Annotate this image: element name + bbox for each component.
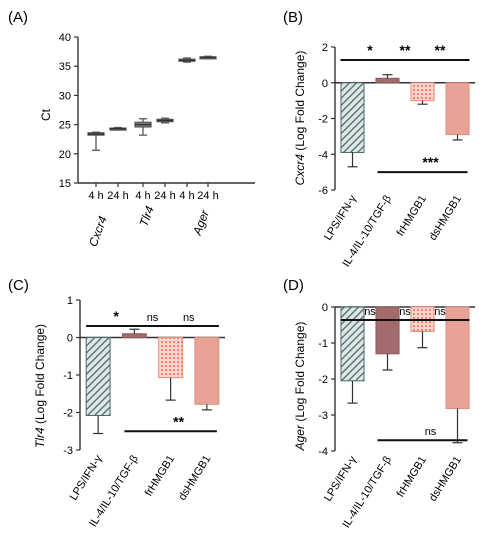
- panel-b: (B) Cxcr4 (Log Fold Change) -6 -4 -2 0 2 LPS/…: [283, 9, 475, 269]
- significance-label-bottom: **: [173, 413, 184, 429]
- panel-b-y-axis-label: Cxcr4 (Log Fold Change): [293, 51, 307, 186]
- panel-c-y-axis-label: Tlr4 (Log Fold Change): [33, 324, 47, 448]
- panel-a-y-axis-label: Ct: [39, 108, 53, 121]
- y-tick-label: 0: [322, 302, 328, 314]
- y-tick-label: -1: [63, 370, 73, 382]
- y-tick-label: 2: [322, 42, 328, 54]
- panel-a-y-ticks: 15 20 25 30 35 40: [59, 32, 78, 190]
- significance-label: ns: [364, 306, 376, 318]
- a-x-tick-label: 4 h: [179, 190, 194, 202]
- significance-label: ns: [434, 306, 446, 318]
- a-y-tick-label: 25: [59, 120, 71, 132]
- bar: [445, 82, 470, 136]
- x-tick-label: frHMGB1: [143, 453, 177, 498]
- x-tick-label: LPS/IFN-γ: [322, 193, 359, 243]
- significance-label-bottom: ns: [425, 426, 437, 438]
- a-x-tick-label: 4 h: [88, 190, 103, 202]
- panel-d-y-axis-label: Ager (Log Fold Change): [293, 322, 307, 452]
- group-label-ager: Ager: [190, 207, 213, 237]
- a-x-tick-label: 24 h: [154, 190, 175, 202]
- significance-label: ns: [147, 312, 159, 324]
- bar: [340, 82, 365, 153]
- bar: [158, 337, 184, 379]
- a-y-tick-label: 40: [59, 32, 71, 44]
- bar: [410, 82, 435, 102]
- significance-label: **: [435, 42, 446, 58]
- significance-label: *: [367, 42, 373, 58]
- bar: [445, 306, 470, 410]
- bar: [340, 306, 365, 382]
- significance-label-bottom: ***: [422, 154, 439, 170]
- x-tick-label: frHMGB1: [395, 193, 429, 238]
- y-tick-label: -1: [318, 338, 328, 350]
- group-label-tlr4: Tlr4: [137, 204, 157, 229]
- group-label-cxcr4: Cxcr4: [86, 214, 110, 249]
- panel-d: (D) Ager (Log Fold Change) -4 -3 -2 -1 0 LPS/…: [283, 277, 475, 530]
- a-x-tick-label: 24 h: [107, 190, 128, 202]
- a-y-tick-label: 35: [59, 61, 71, 73]
- significance-label: ns: [183, 312, 195, 324]
- panel-c: (C) Tlr4 (Log Fold Change) -3 -2 -1 0 1 LPS/I…: [8, 277, 225, 529]
- y-tick-label: -3: [63, 445, 73, 457]
- bar: [85, 337, 111, 416]
- a-x-tick-label: 4 h: [135, 190, 150, 202]
- significance-label: *: [114, 308, 120, 324]
- a-x-tick-label: 24 h: [197, 190, 218, 202]
- a-y-tick-label: 15: [59, 178, 71, 190]
- y-tick-label: -2: [318, 374, 328, 386]
- a-y-tick-label: 30: [59, 90, 71, 102]
- bar: [121, 333, 147, 338]
- x-tick-label: frHMGB1: [395, 454, 429, 499]
- bar: [375, 77, 400, 84]
- bar: [375, 306, 400, 355]
- x-tick-label: dsHMGB1: [427, 193, 464, 242]
- y-tick-label: -2: [63, 408, 73, 420]
- y-tick-label: 1: [67, 295, 73, 307]
- bar: [194, 337, 220, 405]
- x-tick-label: dsHMGB1: [427, 454, 464, 503]
- y-tick-label: 0: [67, 333, 73, 345]
- y-tick-label: -3: [318, 410, 328, 422]
- panel-d-label: (D): [283, 277, 304, 294]
- y-tick-label: 0: [322, 78, 328, 90]
- panel-c-label: (C): [8, 277, 29, 294]
- y-tick-label: -4: [318, 149, 328, 161]
- x-tick-label: dsHMGB1: [176, 453, 213, 502]
- significance-label: ns: [399, 306, 411, 318]
- panel-b-label: (B): [283, 9, 303, 26]
- y-tick-label: -4: [318, 446, 328, 458]
- panel-a-label: (A): [8, 9, 28, 26]
- x-tick-label: LPS/IFN-γ: [322, 454, 359, 504]
- panel-a-boxes: [87, 55, 217, 151]
- y-tick-label: -6: [318, 185, 328, 197]
- x-tick-label: LPS/IFN-γ: [68, 453, 105, 503]
- y-tick-label: -2: [318, 114, 328, 126]
- panel-a-group-labels: Cxcr4 Tlr4 Ager: [86, 204, 212, 249]
- a-y-tick-label: 20: [59, 149, 71, 161]
- significance-label: **: [400, 42, 411, 58]
